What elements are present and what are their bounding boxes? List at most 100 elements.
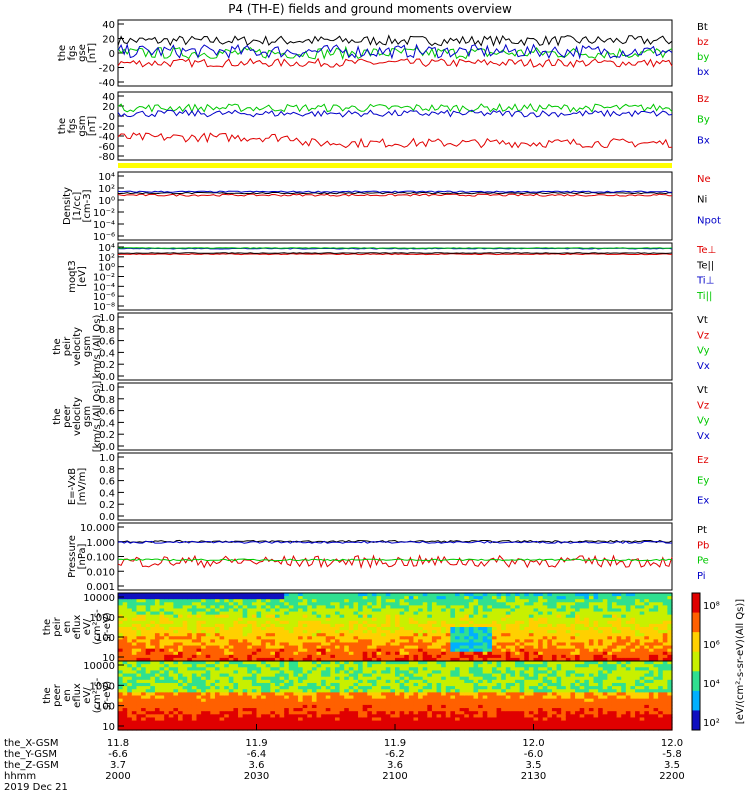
- heatmap-cell: [173, 711, 179, 715]
- heatmap-cell: [131, 720, 138, 725]
- heatmap-cell: [413, 648, 419, 653]
- heatmap-cell: [219, 593, 225, 597]
- heatmap-cell: [551, 670, 558, 675]
- heatmap-cell: [524, 726, 530, 731]
- heatmap-cell: [214, 720, 221, 725]
- heatmap-cell: [284, 723, 290, 728]
- heatmap-cell: [205, 686, 211, 690]
- heatmap-cell: [214, 695, 221, 700]
- heatmap-cell: [556, 654, 562, 659]
- heatmap-cell: [505, 686, 512, 690]
- heatmap-cell: [390, 605, 396, 610]
- heatmap-cell: [505, 664, 512, 668]
- heatmap-cell: [251, 605, 258, 610]
- heatmap-cell: [505, 602, 512, 606]
- heatmap-cell: [496, 657, 502, 662]
- heatmap-cell: [311, 611, 318, 616]
- heatmap-cell: [154, 686, 161, 690]
- heatmap-cell: [242, 636, 248, 640]
- heatmap-cell: [154, 682, 161, 687]
- heatmap-cell: [339, 704, 345, 709]
- heatmap-cell: [510, 654, 516, 659]
- heatmap-cell: [214, 704, 221, 709]
- heatmap-cell: [196, 667, 202, 672]
- heatmap-cell: [422, 670, 428, 675]
- heatmap-cell: [547, 648, 553, 653]
- heatmap-cell: [353, 620, 359, 625]
- heatmap-cell: [464, 717, 470, 722]
- heatmap-cell: [173, 673, 179, 678]
- heatmap-cell: [219, 614, 225, 619]
- heatmap-cell: [376, 657, 382, 662]
- heatmap-cell: [376, 645, 382, 650]
- heatmap-cell: [316, 661, 322, 665]
- heatmap-cell: [307, 617, 313, 622]
- heatmap-cell: [635, 614, 641, 619]
- heatmap-cell: [334, 617, 341, 622]
- heatmap-cell: [519, 623, 525, 628]
- heatmap-cell: [358, 667, 364, 672]
- heatmap-cell: [648, 611, 655, 616]
- heatmap-cell: [658, 657, 664, 662]
- heatmap-cell: [455, 608, 461, 613]
- heatmap-cell: [570, 623, 576, 628]
- heatmap-cell: [261, 673, 267, 678]
- heatmap-cell: [644, 617, 650, 622]
- heatmap-cell: [339, 596, 345, 600]
- heatmap-cell: [621, 636, 627, 640]
- heatmap-cell: [118, 651, 124, 656]
- heatmap-cell: [256, 692, 262, 697]
- heatmap-cell: [404, 623, 410, 628]
- heatmap-cell: [422, 704, 428, 709]
- heatmap-cell: [353, 726, 359, 731]
- legend-Vy: Vy: [697, 346, 710, 357]
- heatmap-cell: [358, 633, 364, 637]
- heatmap-cell: [159, 651, 165, 656]
- heatmap-cell: [325, 708, 331, 712]
- heatmap-cell: [501, 664, 507, 668]
- heatmap-cell: [344, 617, 350, 622]
- heatmap-cell: [418, 617, 424, 622]
- heatmap-cell: [330, 661, 336, 665]
- heatmap-cell: [210, 605, 216, 610]
- heatmap-cell: [519, 617, 525, 622]
- heatmap-cell: [307, 614, 313, 619]
- heatmap-cell: [551, 636, 558, 640]
- heatmap-cell: [385, 711, 391, 715]
- heatmap-cell: [334, 614, 341, 619]
- heatmap-cell: [436, 614, 442, 619]
- heatmap-cell: [478, 723, 484, 728]
- panel-density: 10⁴10²10⁰10⁻²10⁻⁴10⁻⁶Density[1/cc][cm-3]…: [62, 171, 721, 243]
- heatmap-cell: [261, 608, 267, 613]
- heatmap-cell: [408, 714, 415, 719]
- heatmap-cell: [408, 704, 415, 709]
- heatmap-cell: [164, 661, 170, 665]
- heatmap-cell: [381, 617, 387, 622]
- heatmap-cell: [307, 642, 313, 647]
- heatmap-cell: [459, 664, 465, 668]
- heatmap-cell: [404, 639, 410, 644]
- heatmap-cell: [644, 645, 650, 650]
- heatmap-cell: [270, 698, 276, 703]
- heatmap-cell: [519, 630, 525, 634]
- heatmap-cell: [302, 599, 308, 603]
- y-tick-label: 10⁰: [98, 196, 115, 207]
- heatmap-cell: [542, 642, 548, 647]
- heatmap-cell: [325, 620, 331, 625]
- heatmap-cell: [150, 608, 156, 613]
- heatmap-cell: [542, 676, 548, 681]
- heatmap-cell: [455, 720, 461, 725]
- heatmap-cell: [362, 617, 368, 622]
- heatmap-cell: [288, 614, 295, 619]
- heatmap-cell: [450, 726, 456, 731]
- heatmap-cell: [528, 695, 535, 700]
- heatmap-cell: [422, 701, 428, 706]
- heatmap-cell: [441, 717, 447, 722]
- heatmap-cell: [321, 720, 327, 725]
- heatmap-cell: [367, 636, 373, 640]
- heatmap-cell: [385, 614, 391, 619]
- heatmap-cell: [178, 692, 184, 697]
- heatmap-cell: [164, 627, 170, 631]
- heatmap-cell: [228, 670, 235, 675]
- heatmap-cell: [468, 701, 475, 706]
